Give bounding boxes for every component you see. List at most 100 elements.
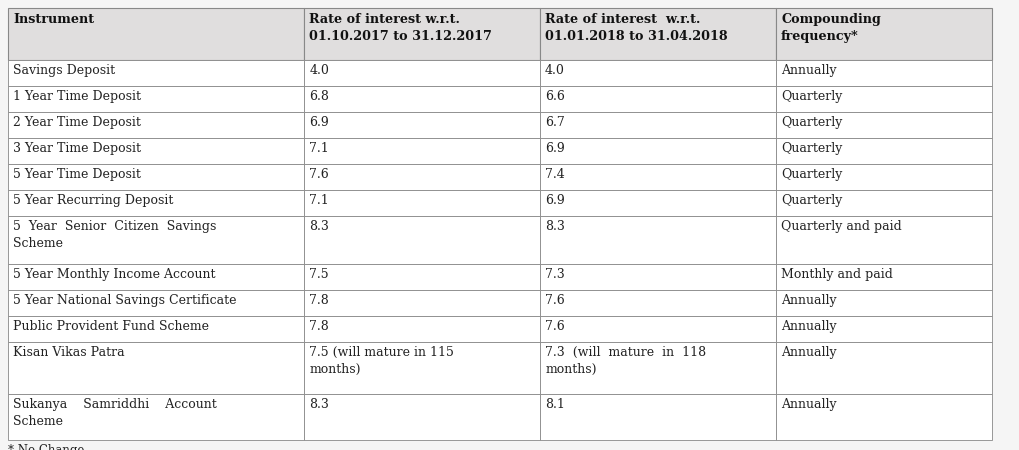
Text: 6.9: 6.9: [544, 194, 565, 207]
Text: 7.3: 7.3: [544, 268, 565, 281]
Bar: [540, 190, 775, 216]
Bar: [8, 60, 304, 86]
Text: 6.7: 6.7: [544, 116, 565, 129]
Bar: [8, 190, 304, 216]
Bar: [540, 86, 775, 112]
Text: 3 Year Time Deposit: 3 Year Time Deposit: [13, 142, 141, 155]
Text: 5 Year National Savings Certificate: 5 Year National Savings Certificate: [13, 294, 236, 307]
Text: Sukanya    Samriddhi    Account
Scheme: Sukanya Samriddhi Account Scheme: [13, 398, 217, 428]
Text: * No Change: * No Change: [8, 444, 85, 450]
Text: 7.6: 7.6: [544, 294, 565, 307]
Bar: [8, 112, 304, 138]
Bar: [775, 316, 990, 342]
Text: Rate of interest  w.r.t.
01.01.2018 to 31.04.2018: Rate of interest w.r.t. 01.01.2018 to 31…: [544, 13, 727, 43]
Text: Quarterly: Quarterly: [781, 142, 842, 155]
Bar: [775, 60, 990, 86]
Bar: [540, 342, 775, 394]
Bar: [540, 394, 775, 440]
Text: Public Provident Fund Scheme: Public Provident Fund Scheme: [13, 320, 209, 333]
Bar: [8, 290, 304, 316]
Text: Instrument: Instrument: [13, 13, 94, 26]
Bar: [540, 290, 775, 316]
Text: 4.0: 4.0: [544, 64, 565, 77]
Bar: [8, 394, 304, 440]
Text: Annually: Annually: [781, 320, 836, 333]
Bar: [304, 138, 540, 164]
Text: 7.4: 7.4: [544, 168, 565, 181]
Text: 7.5: 7.5: [309, 268, 328, 281]
Bar: [304, 60, 540, 86]
Bar: [775, 86, 990, 112]
Text: 8.3: 8.3: [544, 220, 565, 233]
Text: 5 Year Time Deposit: 5 Year Time Deposit: [13, 168, 141, 181]
Bar: [8, 264, 304, 290]
Text: 5 Year Monthly Income Account: 5 Year Monthly Income Account: [13, 268, 215, 281]
Text: 6.8: 6.8: [309, 90, 329, 103]
Bar: [540, 138, 775, 164]
Bar: [775, 216, 990, 264]
Bar: [8, 164, 304, 190]
Text: 5  Year  Senior  Citizen  Savings
Scheme: 5 Year Senior Citizen Savings Scheme: [13, 220, 216, 250]
Text: Monthly and paid: Monthly and paid: [781, 268, 892, 281]
Text: Annually: Annually: [781, 398, 836, 411]
Bar: [304, 316, 540, 342]
Text: Savings Deposit: Savings Deposit: [13, 64, 115, 77]
Bar: [775, 112, 990, 138]
Bar: [304, 342, 540, 394]
Bar: [304, 290, 540, 316]
Bar: [775, 138, 990, 164]
Text: Annually: Annually: [781, 294, 836, 307]
Bar: [775, 190, 990, 216]
Bar: [8, 86, 304, 112]
Bar: [775, 342, 990, 394]
Bar: [775, 164, 990, 190]
Text: 7.5 (will mature in 115
months): 7.5 (will mature in 115 months): [309, 346, 453, 376]
Text: Quarterly: Quarterly: [781, 194, 842, 207]
Text: 6.9: 6.9: [544, 142, 565, 155]
Bar: [304, 264, 540, 290]
Bar: [304, 86, 540, 112]
Text: 8.3: 8.3: [309, 398, 329, 411]
Bar: [304, 8, 540, 60]
Text: Annually: Annually: [781, 346, 836, 359]
Text: 7.8: 7.8: [309, 320, 328, 333]
Bar: [304, 112, 540, 138]
Bar: [775, 264, 990, 290]
Bar: [775, 8, 990, 60]
Bar: [8, 8, 304, 60]
Text: 7.8: 7.8: [309, 294, 328, 307]
Text: 2 Year Time Deposit: 2 Year Time Deposit: [13, 116, 141, 129]
Bar: [775, 290, 990, 316]
Text: 6.6: 6.6: [544, 90, 565, 103]
Text: 7.6: 7.6: [309, 168, 328, 181]
Text: Quarterly: Quarterly: [781, 168, 842, 181]
Bar: [540, 164, 775, 190]
Bar: [540, 316, 775, 342]
Bar: [8, 342, 304, 394]
Bar: [8, 216, 304, 264]
Bar: [8, 316, 304, 342]
Text: Quarterly: Quarterly: [781, 90, 842, 103]
Text: 8.3: 8.3: [309, 220, 329, 233]
Bar: [8, 138, 304, 164]
Bar: [304, 164, 540, 190]
Text: Quarterly and paid: Quarterly and paid: [781, 220, 901, 233]
Text: Quarterly: Quarterly: [781, 116, 842, 129]
Bar: [540, 60, 775, 86]
Text: 5 Year Recurring Deposit: 5 Year Recurring Deposit: [13, 194, 173, 207]
Text: 7.1: 7.1: [309, 142, 328, 155]
Text: 8.1: 8.1: [544, 398, 565, 411]
Text: 7.1: 7.1: [309, 194, 328, 207]
Text: 7.6: 7.6: [544, 320, 565, 333]
Text: 4.0: 4.0: [309, 64, 329, 77]
Bar: [304, 216, 540, 264]
Bar: [304, 394, 540, 440]
Bar: [304, 190, 540, 216]
Text: 6.9: 6.9: [309, 116, 328, 129]
Text: 1 Year Time Deposit: 1 Year Time Deposit: [13, 90, 141, 103]
Bar: [540, 216, 775, 264]
Text: Compounding
frequency*: Compounding frequency*: [781, 13, 880, 43]
Text: 7.3  (will  mature  in  118
months): 7.3 (will mature in 118 months): [544, 346, 705, 376]
Text: Annually: Annually: [781, 64, 836, 77]
Bar: [540, 8, 775, 60]
